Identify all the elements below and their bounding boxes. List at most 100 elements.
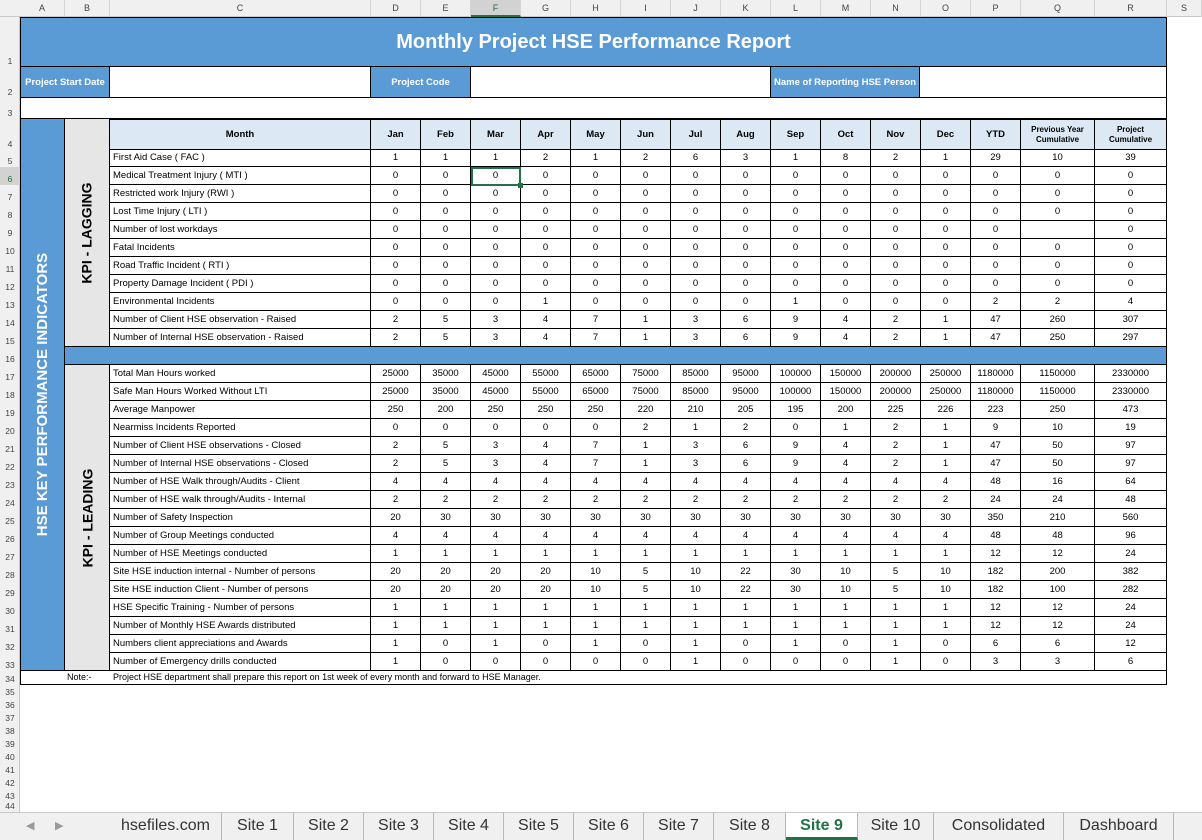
kpi-value-cell[interactable]: 4 [1095, 293, 1167, 311]
row-header[interactable]: 43 [5, 791, 15, 801]
kpi-value-cell[interactable]: 6 [1021, 635, 1095, 653]
kpi-value-cell[interactable]: 6 [721, 329, 771, 347]
kpi-value-cell[interactable]: 0 [471, 419, 521, 437]
sheet-tab[interactable]: Site 10 [858, 813, 934, 840]
kpi-value-cell[interactable]: 1 [371, 617, 421, 635]
kpi-value-cell[interactable]: 1 [571, 599, 621, 617]
kpi-value-cell[interactable]: 0 [1095, 221, 1167, 239]
kpi-value-cell[interactable]: 85000 [671, 383, 721, 401]
kpi-value-cell[interactable]: 4 [921, 527, 971, 545]
row-header[interactable]: 17 [5, 372, 15, 382]
kpi-value-cell[interactable]: 6 [971, 635, 1021, 653]
column-header[interactable]: R [1095, 0, 1167, 17]
kpi-value-cell[interactable]: 2 [871, 419, 921, 437]
column-header[interactable]: Q [1021, 0, 1095, 17]
column-header[interactable]: C [110, 0, 371, 17]
kpi-value-cell[interactable]: 1 [521, 545, 571, 563]
kpi-value-cell[interactable]: 30 [871, 509, 921, 527]
sheet-tab[interactable]: Site 6 [574, 813, 644, 840]
row-header[interactable]: 41 [5, 765, 15, 775]
kpi-value-cell[interactable]: 0 [371, 257, 421, 275]
sheet-tab[interactable]: hsefiles.com [110, 813, 222, 840]
kpi-value-cell[interactable]: 0 [571, 293, 621, 311]
kpi-value-cell[interactable]: 0 [671, 203, 721, 221]
kpi-value-cell[interactable]: 2 [621, 419, 671, 437]
kpi-value-cell[interactable]: 4 [471, 527, 521, 545]
kpi-value-cell[interactable]: 0 [621, 257, 671, 275]
kpi-value-cell[interactable]: 2 [871, 329, 921, 347]
kpi-value-cell[interactable]: 260 [1021, 311, 1095, 329]
kpi-value-cell[interactable]: 0 [671, 167, 721, 185]
kpi-row-label[interactable]: Number of lost workdays [110, 221, 371, 239]
kpi-value-cell[interactable]: 4 [521, 455, 571, 473]
kpi-value-cell[interactable]: 5 [871, 563, 921, 581]
kpi-value-cell[interactable]: 10 [571, 563, 621, 581]
kpi-value-cell[interactable]: 0 [721, 293, 771, 311]
row-header[interactable]: 11 [5, 264, 15, 274]
kpi-value-cell[interactable]: 10 [821, 581, 871, 599]
kpi-value-cell[interactable]: 0 [621, 203, 671, 221]
kpi-value-cell[interactable]: 3 [471, 455, 521, 473]
row-header[interactable]: 40 [5, 752, 15, 762]
kpi-value-cell[interactable]: 0 [1021, 185, 1095, 203]
kpi-value-cell[interactable]: 50 [1021, 455, 1095, 473]
kpi-value-cell[interactable]: 0 [771, 275, 821, 293]
kpi-value-cell[interactable]: 0 [1021, 167, 1095, 185]
kpi-value-cell[interactable]: 0 [721, 239, 771, 257]
kpi-value-cell[interactable]: 0 [521, 167, 571, 185]
kpi-value-cell[interactable]: 0 [821, 293, 871, 311]
kpi-value-cell[interactable]: 382 [1095, 563, 1167, 581]
kpi-value-cell[interactable]: 1180000 [971, 383, 1021, 401]
kpi-value-cell[interactable]: 182 [971, 581, 1021, 599]
column-header[interactable]: O [921, 0, 971, 17]
kpi-value-cell[interactable]: 4 [921, 473, 971, 491]
kpi-value-cell[interactable]: 282 [1095, 581, 1167, 599]
kpi-value-cell[interactable]: 1 [771, 599, 821, 617]
kpi-value-cell[interactable]: 0 [421, 635, 471, 653]
kpi-value-cell[interactable]: 0 [521, 239, 571, 257]
kpi-value-cell[interactable]: 10 [1021, 419, 1095, 437]
kpi-value-cell[interactable]: 0 [871, 185, 921, 203]
sheet-tab[interactable]: Consolidated [934, 813, 1064, 840]
kpi-value-cell[interactable]: 0 [521, 419, 571, 437]
kpi-value-cell[interactable]: 29 [971, 149, 1021, 167]
kpi-value-cell[interactable]: 95000 [721, 383, 771, 401]
kpi-value-cell[interactable]: 2 [971, 293, 1021, 311]
kpi-value-cell[interactable]: 1 [871, 599, 921, 617]
kpi-value-cell[interactable]: 6 [671, 149, 721, 167]
kpi-value-cell[interactable]: 210 [671, 401, 721, 419]
kpi-value-cell[interactable]: 0 [721, 167, 771, 185]
kpi-value-cell[interactable]: 4 [621, 527, 671, 545]
kpi-value-cell[interactable]: 1 [421, 545, 471, 563]
kpi-value-cell[interactable]: 0 [621, 635, 671, 653]
kpi-value-cell[interactable]: 19 [1095, 419, 1167, 437]
column-header[interactable]: G [521, 0, 571, 17]
kpi-value-cell[interactable]: 4 [571, 473, 621, 491]
kpi-row-label[interactable]: Site HSE induction Client - Number of pe… [110, 581, 371, 599]
kpi-value-cell[interactable]: 16 [1021, 473, 1095, 491]
kpi-value-cell[interactable]: 3 [671, 329, 721, 347]
kpi-value-cell[interactable]: 0 [971, 257, 1021, 275]
kpi-value-cell[interactable]: 0 [521, 221, 571, 239]
kpi-value-cell[interactable]: 0 [421, 275, 471, 293]
kpi-row-label[interactable]: Property Damage Incident ( PDI ) [110, 275, 371, 293]
kpi-value-cell[interactable]: 1 [471, 635, 521, 653]
kpi-value-cell[interactable]: 0 [621, 293, 671, 311]
kpi-value-cell[interactable]: 20 [421, 581, 471, 599]
kpi-value-cell[interactable]: 4 [821, 329, 871, 347]
kpi-value-cell[interactable]: 1 [921, 419, 971, 437]
kpi-value-cell[interactable]: 1 [371, 635, 421, 653]
row-header[interactable]: 16 [5, 354, 15, 364]
kpi-value-cell[interactable]: 0 [671, 221, 721, 239]
row-header[interactable]: 22 [5, 462, 15, 472]
kpi-value-cell[interactable]: 100 [1021, 581, 1095, 599]
kpi-value-cell[interactable]: 0 [371, 419, 421, 437]
kpi-value-cell[interactable]: 297 [1095, 329, 1167, 347]
kpi-value-cell[interactable]: 0 [971, 275, 1021, 293]
kpi-value-cell[interactable]: 0 [871, 167, 921, 185]
kpi-value-cell[interactable]: 20 [471, 563, 521, 581]
sheet-tab[interactable]: Site 2 [294, 813, 364, 840]
kpi-value-cell[interactable]: 200000 [871, 383, 921, 401]
kpi-value-cell[interactable]: 200 [421, 401, 471, 419]
kpi-value-cell[interactable]: 100000 [771, 383, 821, 401]
